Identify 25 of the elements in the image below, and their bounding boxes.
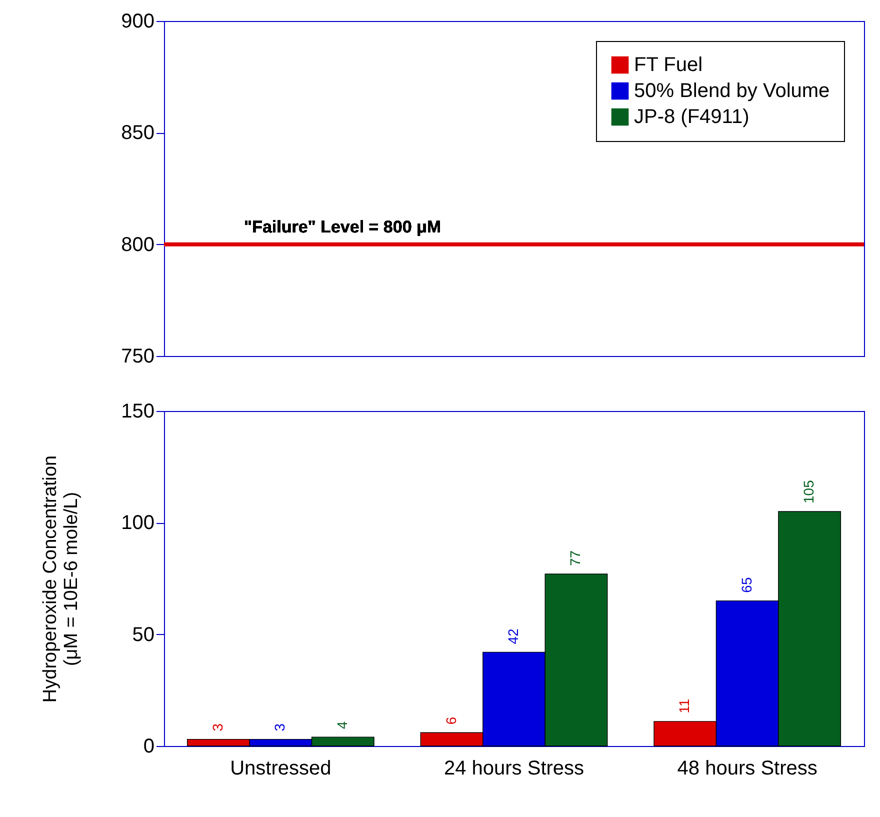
- y-tick-label: 800: [121, 234, 154, 256]
- y-tick-label: 0: [143, 736, 154, 758]
- data-label: 42: [505, 628, 521, 644]
- legend-label: 50% Blend by Volume: [634, 80, 830, 102]
- x-tick-label: 24 hours Stress: [444, 758, 584, 780]
- y-tick-label: 900: [121, 10, 154, 32]
- data-label: 105: [800, 480, 817, 504]
- x-tick-label: Unstressed: [230, 758, 332, 780]
- data-label: 65: [738, 577, 754, 593]
- data-label: 4: [334, 721, 350, 730]
- data-label: 3: [209, 723, 226, 732]
- legend-label: FT Fuel: [634, 54, 703, 76]
- x-tick-label: 48 hours Stress: [677, 758, 818, 780]
- data-label: 77: [567, 550, 584, 566]
- ref-line-label: "Failure" Level = 800 μM: [244, 217, 442, 236]
- y-tick-label: 150: [121, 400, 154, 422]
- y-tick-label: 750: [121, 346, 154, 368]
- data-label: 6: [442, 716, 459, 725]
- legend-label: JP-8 (F4911): [634, 106, 750, 128]
- data-label: 3: [272, 723, 288, 732]
- y-tick-label: 50: [132, 624, 154, 646]
- data-label: 11: [676, 698, 692, 714]
- y-axis-title: Hydroperoxide Concentration (μM = 10E-6 mole/L): [40, 455, 82, 703]
- y-tick-label: 100: [121, 512, 154, 534]
- y-tick-label: 850: [121, 122, 154, 144]
